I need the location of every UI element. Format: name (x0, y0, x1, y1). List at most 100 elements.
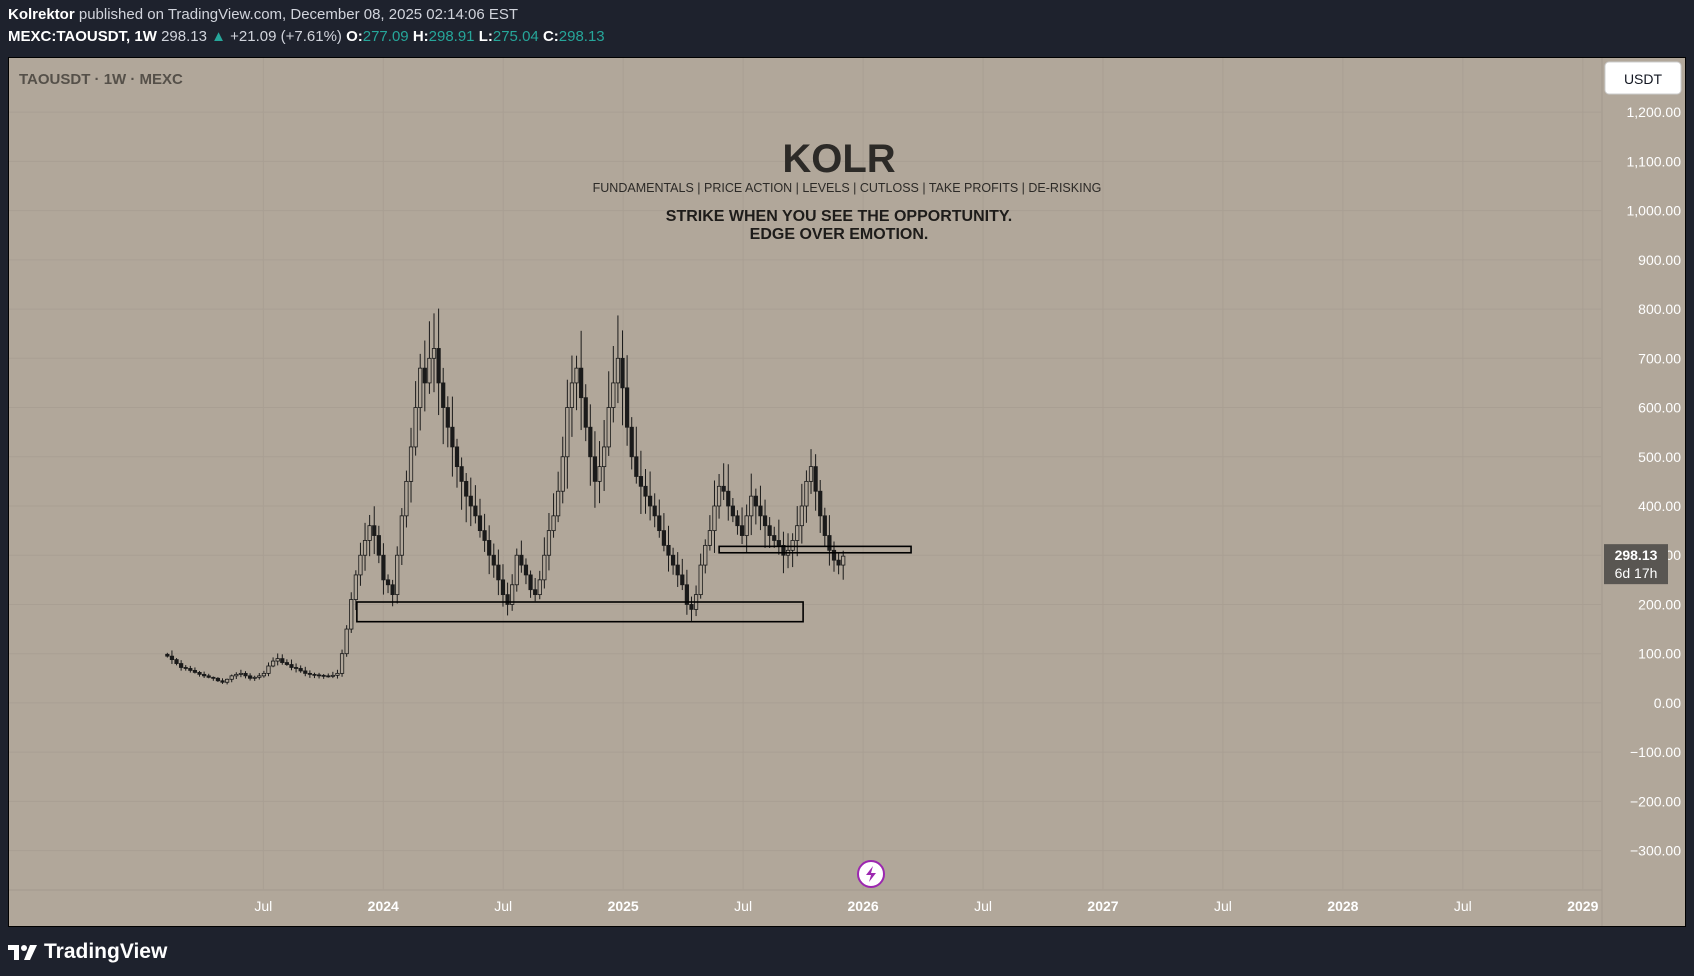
candle (289, 659, 294, 671)
candle (790, 533, 795, 568)
open-label: O: (346, 28, 363, 45)
candle-body (758, 505, 763, 517)
candle-body (762, 515, 768, 527)
candle (670, 547, 676, 575)
candle-body (197, 672, 202, 675)
footer-brand[interactable]: TradingView (44, 940, 168, 963)
candle-body (841, 555, 846, 566)
candle (353, 570, 358, 611)
candle-body (556, 490, 561, 517)
candle-body (339, 653, 345, 674)
candle-body (427, 357, 432, 384)
price-tick-label: 900.00 (1638, 252, 1681, 268)
candle-body (418, 367, 423, 408)
candle (808, 449, 814, 494)
time-axis[interactable]: Jul 2024 Jul 2025 Jul 2026 Jul 2027 Jul 2028 Jul 20… (254, 898, 1598, 914)
candle (565, 379, 570, 489)
candle-body (441, 382, 446, 408)
candle-body (188, 668, 193, 671)
candle-body (772, 535, 777, 541)
tradingview-logo-icon[interactable] (8, 943, 38, 961)
candle-body (252, 676, 257, 679)
symbol-label[interactable]: MEXC:TAOUSDT, 1W (8, 28, 157, 45)
candle-body (625, 387, 630, 428)
candle-body (220, 680, 225, 683)
candle-body (776, 540, 781, 546)
candle-body (266, 665, 271, 674)
footer: TradingView (8, 938, 167, 966)
candle-body (229, 675, 234, 680)
candle (735, 510, 740, 535)
candle (252, 675, 257, 681)
level-box-layer[interactable] (356, 545, 912, 623)
candle (514, 548, 519, 592)
candle (358, 542, 363, 586)
price-tick-label: 700.00 (1638, 350, 1681, 366)
candle-body (234, 673, 239, 677)
price-tick-label: 0.00 (1654, 695, 1681, 711)
candle-body (565, 407, 570, 458)
candle (726, 464, 731, 521)
candle-body (712, 505, 717, 532)
currency-button[interactable]: USDT (1604, 61, 1682, 95)
chart-panel[interactable]: 1,200.00 1,100.00 1,000.00 900.00 800.00 700.… (8, 57, 1686, 927)
candle-body (165, 653, 170, 657)
candle (574, 355, 579, 411)
resistance-zone[interactable] (718, 545, 912, 554)
candle (326, 673, 331, 678)
price-tick-label: 500.00 (1638, 449, 1681, 465)
time-tick-label: 2027 (1087, 898, 1118, 914)
candle (569, 355, 575, 437)
candle (767, 517, 772, 548)
candle (818, 480, 823, 533)
candle (445, 396, 450, 448)
candle-body (174, 659, 179, 664)
watermark-line2: EDGE OVER EMOTION. (750, 226, 929, 243)
candle-body (192, 670, 198, 673)
candle-body (248, 675, 253, 679)
candle (270, 657, 276, 668)
candle-body (307, 672, 312, 675)
low-value: 275.04 (492, 28, 539, 45)
price-tick-label: −100.00 (1630, 744, 1681, 760)
candle (634, 426, 639, 484)
support-zone[interactable] (356, 601, 804, 623)
ohlc-legend: MEXC:TAOUSDT, 1W 298.13 ▲ +21.09 (+7.61%… (8, 28, 605, 45)
candle (202, 671, 207, 678)
candle (487, 525, 492, 575)
candle-body (583, 397, 588, 428)
candle (588, 404, 593, 486)
price-tick-label: 600.00 (1638, 400, 1681, 416)
candle (459, 457, 464, 510)
candle-body (353, 574, 358, 600)
candle-body (620, 357, 625, 389)
candle-body (293, 667, 299, 669)
candle-body (468, 495, 473, 507)
price-tick-label: −300.00 (1630, 843, 1681, 859)
candle (583, 384, 588, 442)
candle-body (454, 446, 460, 468)
candle (625, 355, 630, 446)
price-tick-label: 1,100.00 (1627, 153, 1682, 169)
price-tick-label: 100.00 (1638, 646, 1681, 662)
candle (395, 546, 400, 604)
candle (303, 666, 308, 677)
candle-body (675, 564, 680, 576)
chart-svg[interactable]: 1,200.00 1,100.00 1,000.00 900.00 800.00 700.… (9, 58, 1685, 926)
price-tick-label: 1,200.00 (1627, 104, 1682, 120)
candle-body (422, 367, 427, 384)
candle-body (629, 426, 634, 458)
candle-body (804, 480, 809, 507)
price-axis[interactable]: 1,200.00 1,100.00 1,000.00 900.00 800.00 700.… (1627, 104, 1682, 858)
candle-body (666, 544, 671, 556)
lightning-icon[interactable] (857, 860, 885, 888)
candle-body (280, 658, 285, 663)
candle (500, 564, 506, 607)
candle-body (179, 663, 184, 668)
candle-body (464, 480, 469, 497)
author-name[interactable]: Kolrektor (8, 6, 75, 23)
candle-body (790, 540, 795, 551)
candle-body (431, 348, 437, 359)
candle-body (505, 594, 510, 605)
candle (206, 673, 211, 679)
